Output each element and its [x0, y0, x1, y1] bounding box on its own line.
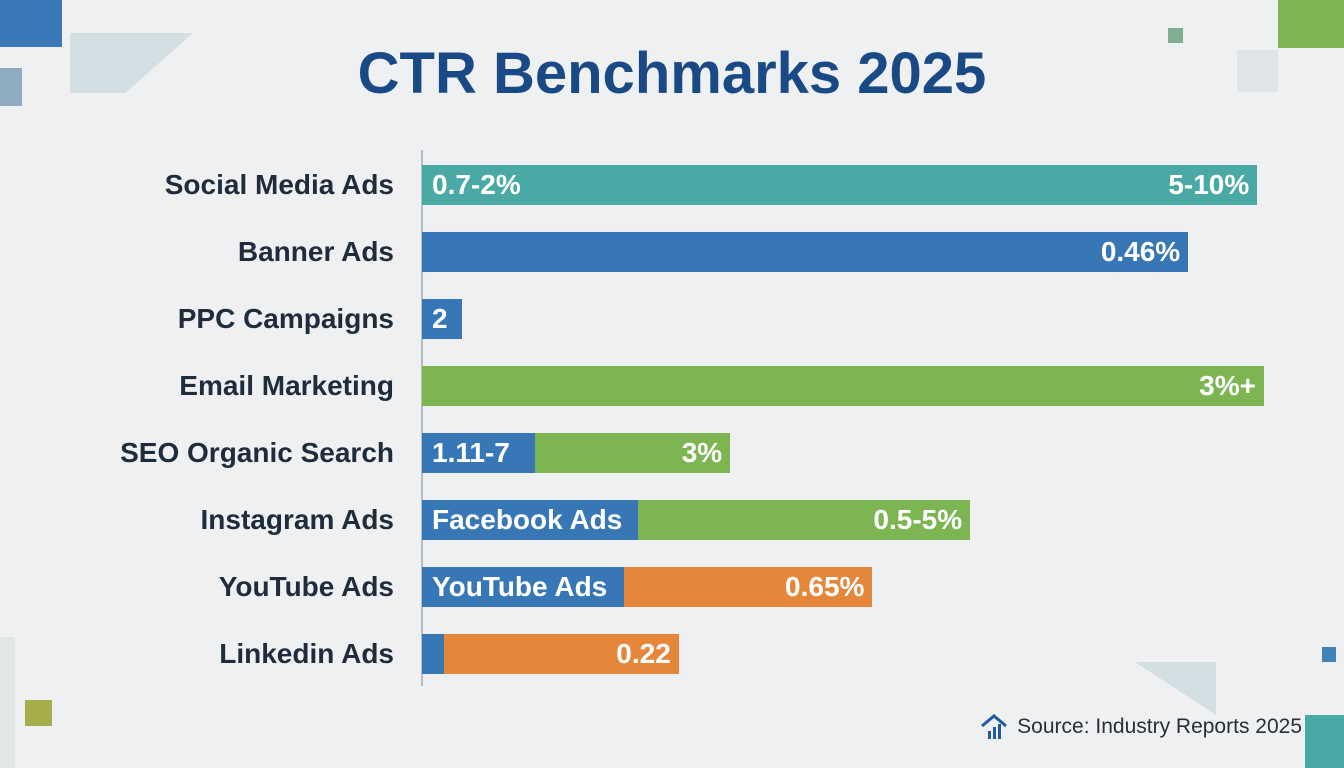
bar-segment: Facebook Ads [422, 500, 639, 540]
category-label: YouTube Ads [218, 571, 394, 602]
category-label: Social Media Ads [164, 169, 394, 200]
category-label: Email Marketing [179, 370, 394, 401]
category-label: SEO Organic Search [120, 437, 394, 468]
decor-strip [0, 637, 15, 768]
bar-value-label: 3% [681, 437, 723, 468]
bar-segment: 0.5-5% [638, 500, 971, 540]
bar-segment: 3% [534, 433, 731, 473]
chart-title: CTR Benchmarks 2025 [357, 41, 987, 106]
decor-square [0, 68, 22, 106]
bar-value-label: 0.22 [616, 638, 671, 669]
bar-label: 1.11-7 [432, 437, 510, 468]
bar-segment: 3%+ [422, 366, 1264, 406]
decor-square [25, 700, 52, 726]
bar-segment: 1.11-7 [422, 433, 535, 473]
bar-label: Facebook Ads [432, 504, 623, 535]
source-note: Source: Industry Reports 2025 [979, 712, 1302, 742]
bar-value-label: 0.5-5% [873, 504, 963, 535]
bar-value-label: 0.65% [785, 571, 865, 602]
bar-segment: 0.7-2% 5-10% [422, 165, 1258, 205]
category-label: Banner Ads [237, 236, 394, 267]
bar-segment [422, 634, 444, 674]
decor-square [1322, 647, 1336, 662]
decor-square [1278, 0, 1344, 48]
house-chart-icon [981, 714, 1008, 739]
bar-label: 0.7-2% [432, 169, 521, 200]
y-axis-line [421, 150, 423, 686]
bar-value-label: 0.46% [1100, 236, 1181, 267]
bar-label: 2 [432, 303, 448, 334]
bar-segment: YouTube Ads [422, 567, 625, 607]
bar-segment: 0.46% [422, 232, 1189, 272]
bar-value-label: 3%+ [1199, 370, 1256, 401]
bar-segment: 2 [422, 299, 463, 339]
decor-square [0, 0, 62, 47]
decor-square [1168, 28, 1183, 43]
bar-label: YouTube Ads [432, 571, 608, 602]
decor-square [1305, 715, 1344, 768]
category-label: Linkedin Ads [219, 638, 394, 669]
bar-segment: 0.65% [624, 567, 873, 607]
source-text: Source: Industry Reports 2025 [1017, 715, 1302, 738]
decor-triangle [1135, 662, 1216, 715]
bar-value-label: 5-10% [1168, 169, 1250, 200]
decor-square [1237, 50, 1278, 92]
category-label: Instagram Ads [200, 504, 394, 535]
category-label: PPC Campaigns [177, 303, 394, 334]
bar-segment: 0.22 [443, 634, 679, 674]
